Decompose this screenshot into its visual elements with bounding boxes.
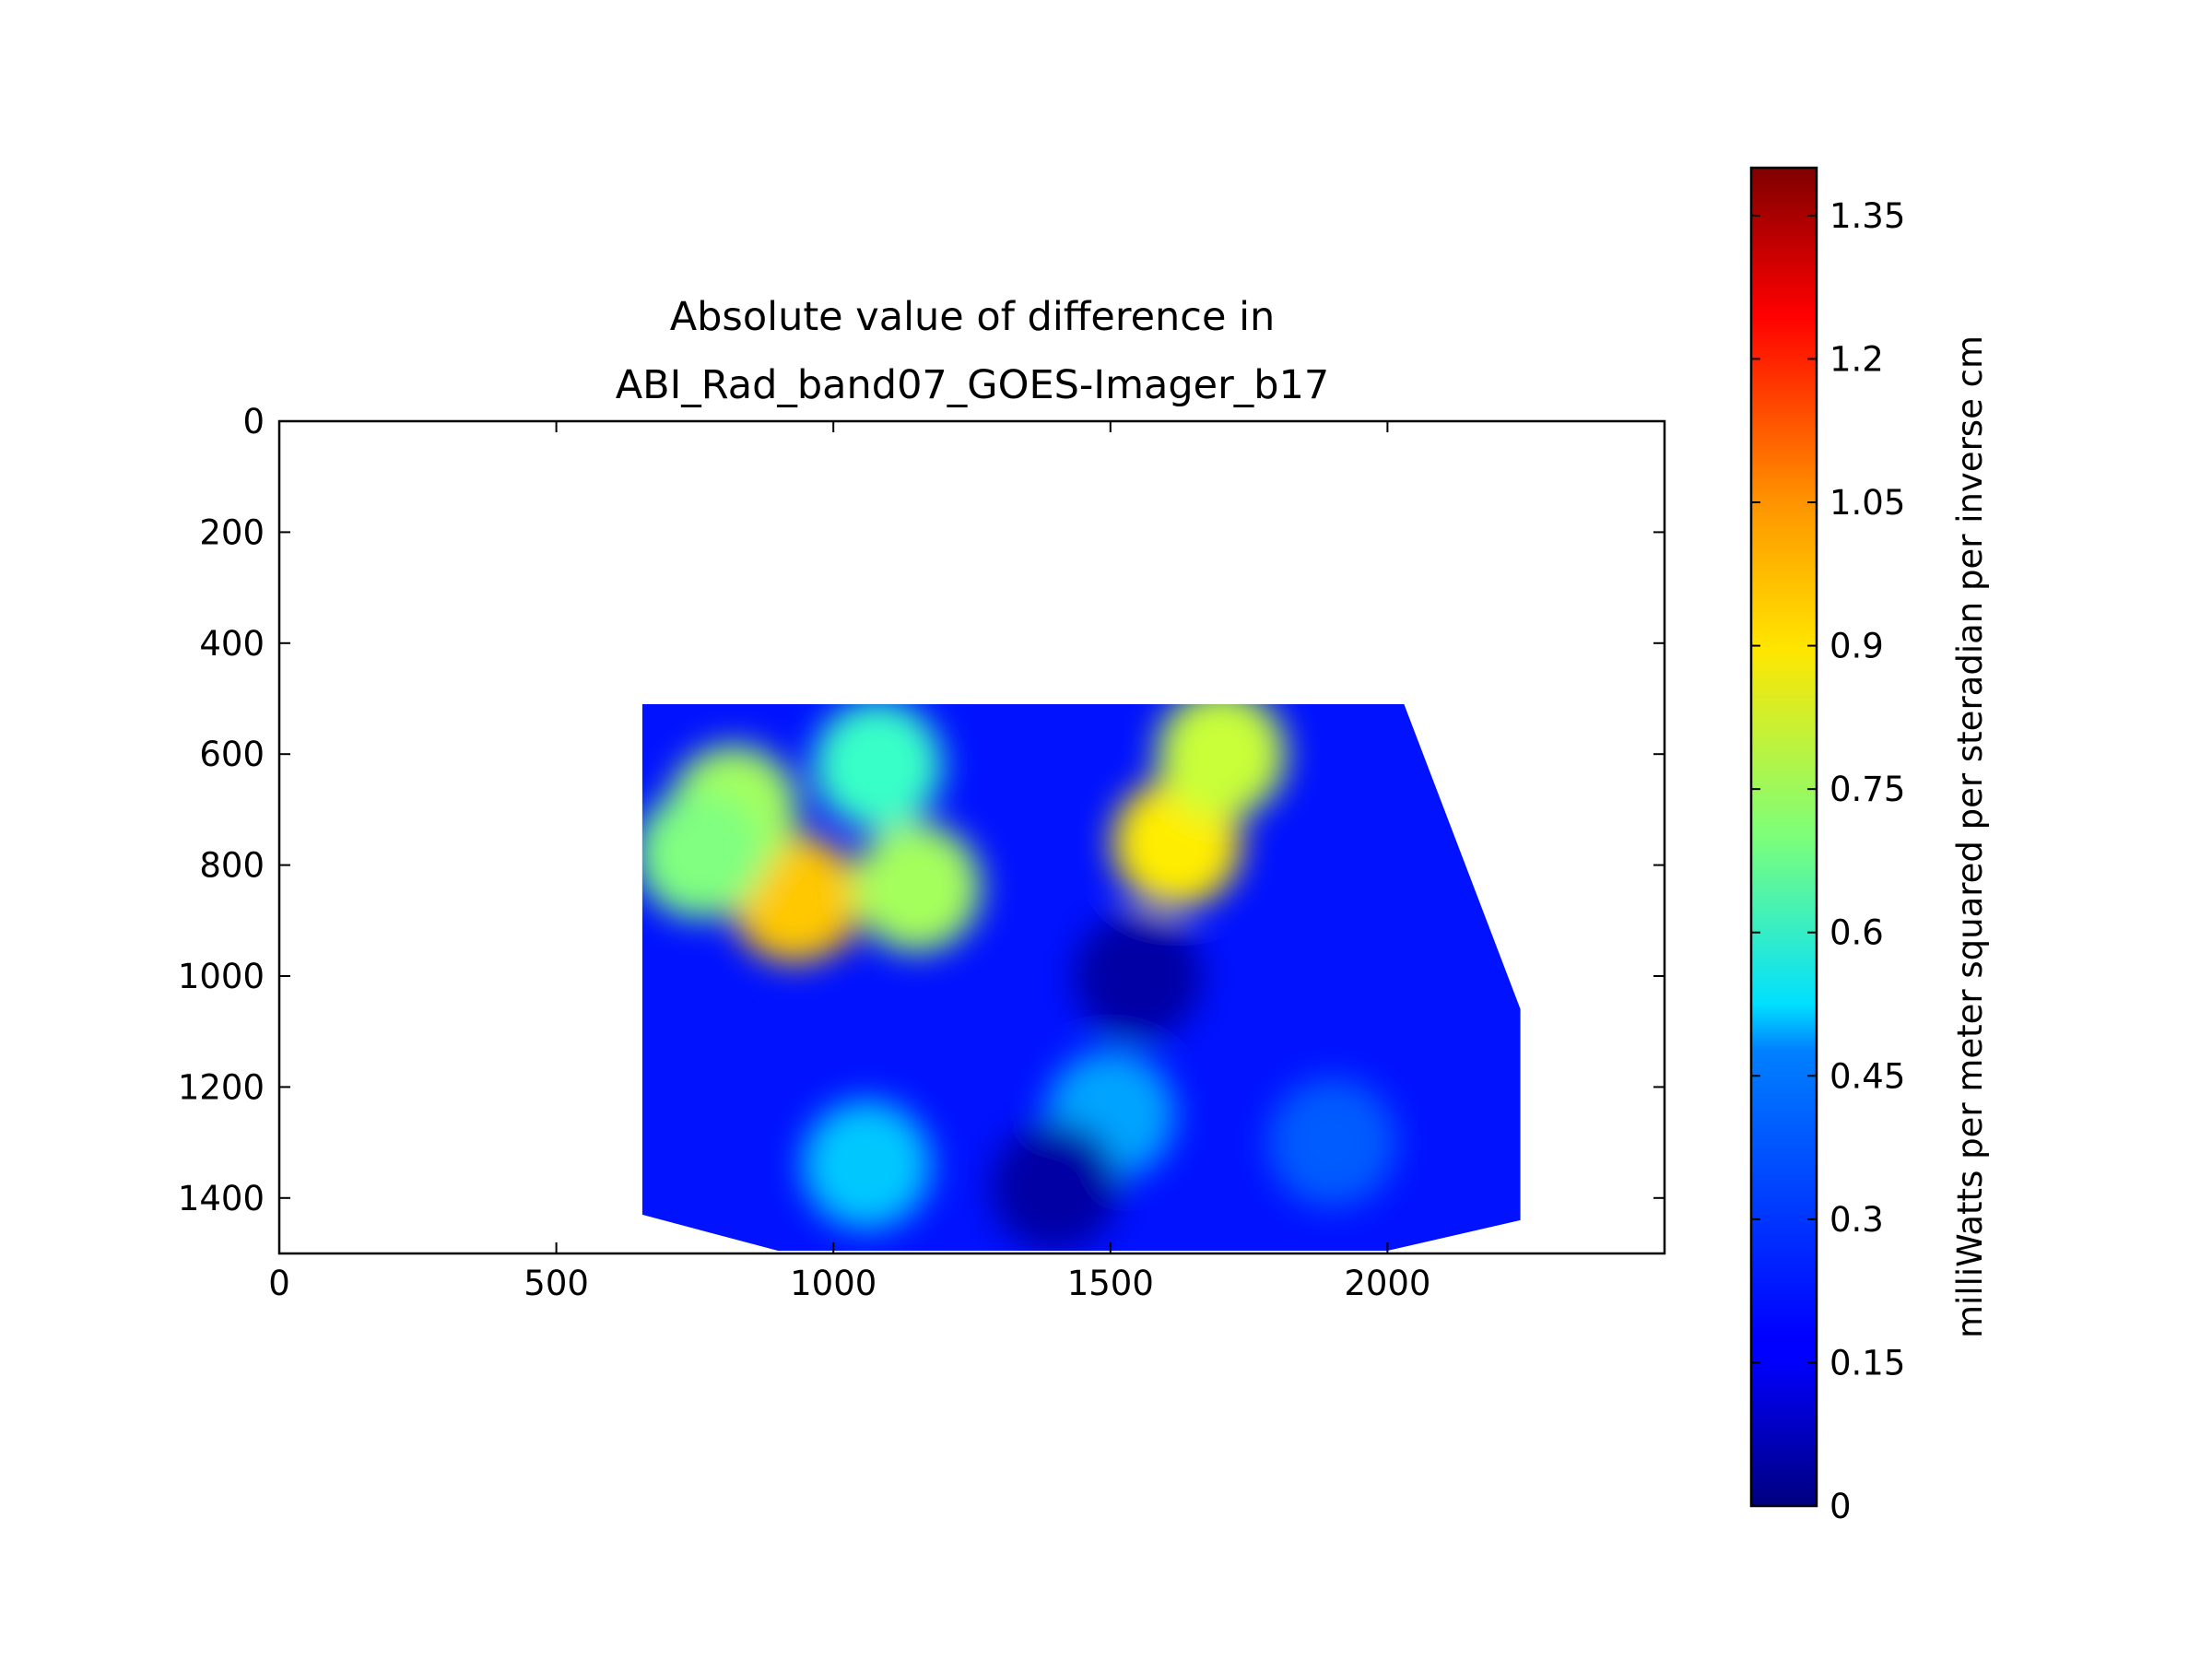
colorbar-tick-label-0: 0 xyxy=(1830,1487,1852,1526)
heatmap-feature-3 xyxy=(852,822,982,952)
heatmap-feature-10 xyxy=(1267,1077,1397,1207)
heatmap-feature-12 xyxy=(990,1122,1120,1251)
heatmap-feature-5 xyxy=(813,704,943,830)
colorbar-tick-label-9: 1.35 xyxy=(1830,196,1905,236)
y-tick-label-0: 0 xyxy=(242,402,265,441)
plot-frame xyxy=(277,419,1666,1255)
y-tick-label-4: 800 xyxy=(199,846,265,886)
y-tick-label-7: 1400 xyxy=(178,1179,265,1218)
y-tick-label-6: 1200 xyxy=(178,1067,265,1107)
x-axis: 0 500 1000 1500 2000 xyxy=(268,421,1430,1303)
colorbar-tick-label-8: 1.2 xyxy=(1830,339,1884,379)
x-tick-label-2: 1000 xyxy=(790,1264,877,1303)
heatmap-image xyxy=(641,704,1521,1251)
x-tick-label-1: 500 xyxy=(524,1264,589,1303)
x-tick-label-0: 0 xyxy=(268,1264,290,1303)
colorbar-tick-label-3: 0.45 xyxy=(1830,1056,1905,1096)
x-tick-label-3: 1500 xyxy=(1067,1264,1154,1303)
y-tick-label-3: 600 xyxy=(199,735,265,774)
y-tick-label-2: 400 xyxy=(199,624,265,664)
x-tick-label-4: 2000 xyxy=(1344,1264,1430,1303)
colorbar-label: milliWatts per meter squared per steradi… xyxy=(1950,335,1990,1338)
y-tick-label-5: 1000 xyxy=(178,957,265,996)
heatmap-feature-7 xyxy=(1157,704,1287,819)
chart-title-line-1: Absolute value of difference in xyxy=(670,294,1276,340)
y-axis: 0 200 400 600 800 1000 1200 1400 xyxy=(178,402,1665,1218)
colorbar-tick-label-4: 0.6 xyxy=(1830,913,1884,953)
chart-title-line-2: ABI_Rad_band07_GOES-Imager_b17 xyxy=(616,362,1330,408)
colorbar-ticks: 0 0.15 0.3 0.45 0.6 0.75 0.9 1.05 1.2 1.35 xyxy=(1751,196,1905,1526)
heatmap-feature-4 xyxy=(641,789,765,919)
colorbar-tick-label-6: 0.9 xyxy=(1830,627,1884,666)
colorbar-tick-label-1: 0.15 xyxy=(1830,1343,1905,1382)
heatmap-feature-8 xyxy=(802,1100,932,1230)
colorbar-tick-label-7: 1.05 xyxy=(1830,483,1905,523)
y-tick-label-1: 200 xyxy=(199,512,265,552)
heatmap-feature-11 xyxy=(1073,912,1203,1041)
colorbar-tick-label-2: 0.3 xyxy=(1830,1200,1884,1240)
colorbar xyxy=(1749,166,1818,1508)
colorbar-tick-label-5: 0.75 xyxy=(1830,770,1905,809)
